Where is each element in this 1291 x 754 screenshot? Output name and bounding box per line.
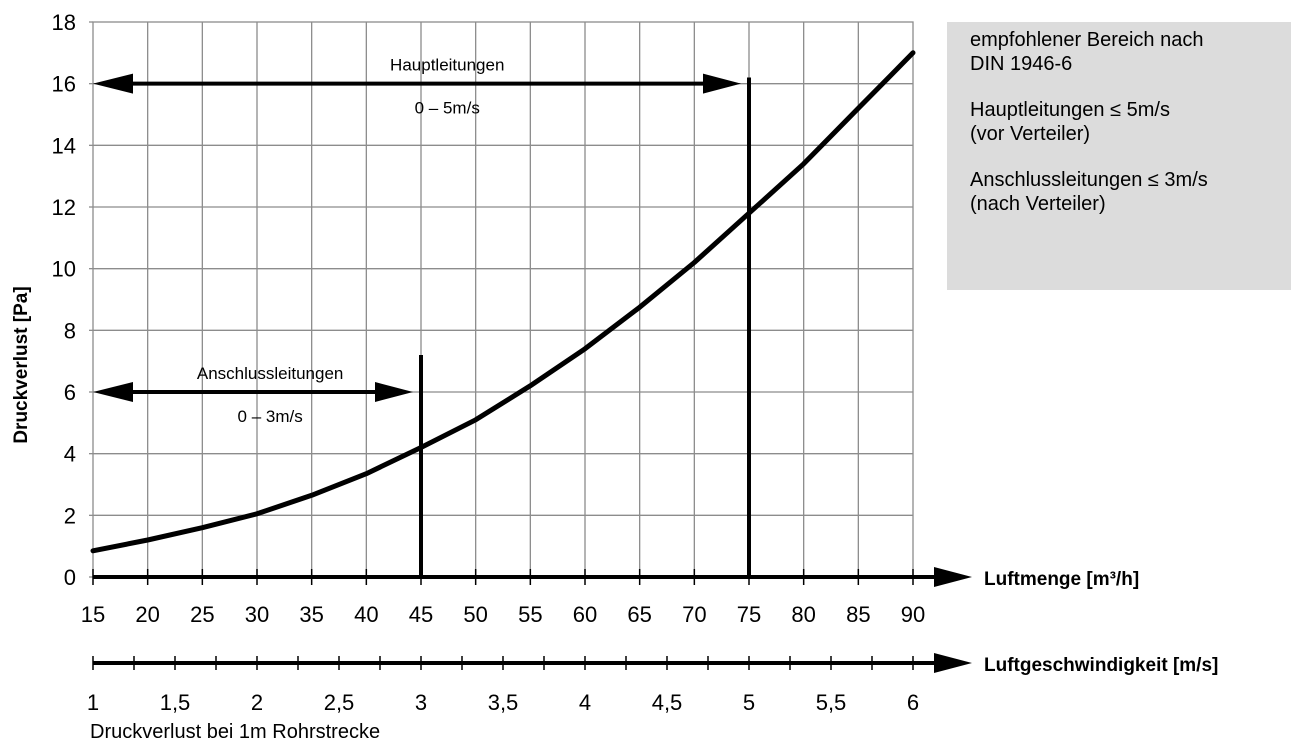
axes <box>92 567 972 673</box>
x-axis-ticks: 15 20 25 30 35 40 45 50 55 60 65 70 75 80 85 90 <box>81 602 925 627</box>
y-tick-label: 8 <box>64 318 76 343</box>
x-tick-label: 40 <box>354 602 378 627</box>
y-tick-label: 16 <box>52 72 76 97</box>
pressure-loss-curve <box>90 50 916 554</box>
x-tick-label: 90 <box>901 602 925 627</box>
note-line: (vor Verteiler) <box>970 123 1091 145</box>
x-axis-title: Luftmenge [m³/h] <box>984 569 1139 590</box>
x2-tick-label: 1 <box>87 690 99 715</box>
x2-axis-title: Luftgeschwindigkeit [m/s] <box>984 655 1218 676</box>
note-line: Hauptleitungen ≤ 5m/s <box>970 99 1170 121</box>
x-axis-arrowhead <box>934 567 972 587</box>
range-value: 0 – 3m/s <box>238 407 303 426</box>
x2-tick-label: 3,5 <box>488 690 519 715</box>
y-tick-label: 10 <box>52 257 76 282</box>
note-block-main: Hauptleitungen ≤ 5m/s (vor Verteiler) <box>970 98 1291 146</box>
x-tick-label: 65 <box>627 602 651 627</box>
x-tick-label: 75 <box>737 602 761 627</box>
x-tick-label: 60 <box>573 602 597 627</box>
range-label: Anschlussleitungen <box>197 364 343 383</box>
x-tick-label: 80 <box>791 602 815 627</box>
range-arrowhead-left <box>93 382 133 402</box>
y-tick-label: 6 <box>64 380 76 405</box>
x-tick-label: 25 <box>190 602 214 627</box>
x2-tick-label: 2,5 <box>324 690 355 715</box>
range-annotation: Hauptleitungen 0 – 5m/s <box>93 56 751 577</box>
x-tick-label: 50 <box>463 602 487 627</box>
note-line: empfohlener Bereich nach <box>970 29 1204 51</box>
x2-tick-label: 5,5 <box>816 690 847 715</box>
x-tick-label: 70 <box>682 602 706 627</box>
grid <box>89 21 914 578</box>
x2-tick-label: 3 <box>415 690 427 715</box>
range-arrowhead-right <box>375 382 413 402</box>
x2-axis-ticks: 1 1,5 2 2,5 3 3,5 4 4,5 5 5,5 6 <box>87 690 919 715</box>
x-tick-label: 30 <box>245 602 269 627</box>
range-value: 0 – 5m/s <box>415 99 480 118</box>
x2-tick-label: 5 <box>743 690 755 715</box>
chart-caption: Druckverlust bei 1m Rohrstrecke <box>90 721 381 743</box>
recommendation-note: empfohlener Bereich nach DIN 1946-6 Haupt… <box>947 22 1291 290</box>
x2-tick-label: 4,5 <box>652 690 683 715</box>
annotations: Hauptleitungen 0 – 5m/s Anschlussleitungen… <box>93 56 751 577</box>
y-tick-label: 0 <box>64 565 76 590</box>
range-label: Hauptleitungen <box>390 56 504 75</box>
plot-frame <box>92 21 914 578</box>
x2-axis-arrowhead <box>934 653 972 673</box>
x-tick-label: 35 <box>299 602 323 627</box>
y-tick-label: 18 <box>52 10 76 35</box>
x-tick-label: 20 <box>135 602 159 627</box>
x-tick-label: 45 <box>409 602 433 627</box>
range-annotation: Anschlussleitungen 0 – 3m/s <box>93 355 423 577</box>
y-tick-label: 14 <box>52 133 76 158</box>
x2-tick-label: 1,5 <box>160 690 191 715</box>
y-tick-label: 4 <box>64 442 76 467</box>
x-tick-label: 85 <box>846 602 870 627</box>
x2-tick-label: 4 <box>579 690 591 715</box>
range-arrowhead-right <box>703 73 741 94</box>
note-block-branch: Anschlussleitungen ≤ 3m/s (nach Verteiler… <box>970 168 1291 216</box>
note-line: DIN 1946-6 <box>970 53 1073 75</box>
y-tick-label: 12 <box>52 195 76 220</box>
x-tick-label: 55 <box>518 602 542 627</box>
series <box>90 50 916 554</box>
x-tick-label: 15 <box>81 602 105 627</box>
x2-tick-label: 2 <box>251 690 263 715</box>
note-block-standard: empfohlener Bereich nach DIN 1946-6 <box>970 28 1291 76</box>
y-axis-title: Druckverlust [Pa] <box>11 286 32 443</box>
note-line: Anschlussleitungen ≤ 3m/s <box>970 169 1208 191</box>
note-line: (nach Verteiler) <box>970 193 1106 215</box>
x2-tick-label: 6 <box>907 690 919 715</box>
range-arrowhead-left <box>93 73 133 94</box>
y-tick-label: 2 <box>64 503 76 528</box>
y-axis-ticks: 0 2 4 6 8 10 12 14 16 18 <box>52 10 76 590</box>
